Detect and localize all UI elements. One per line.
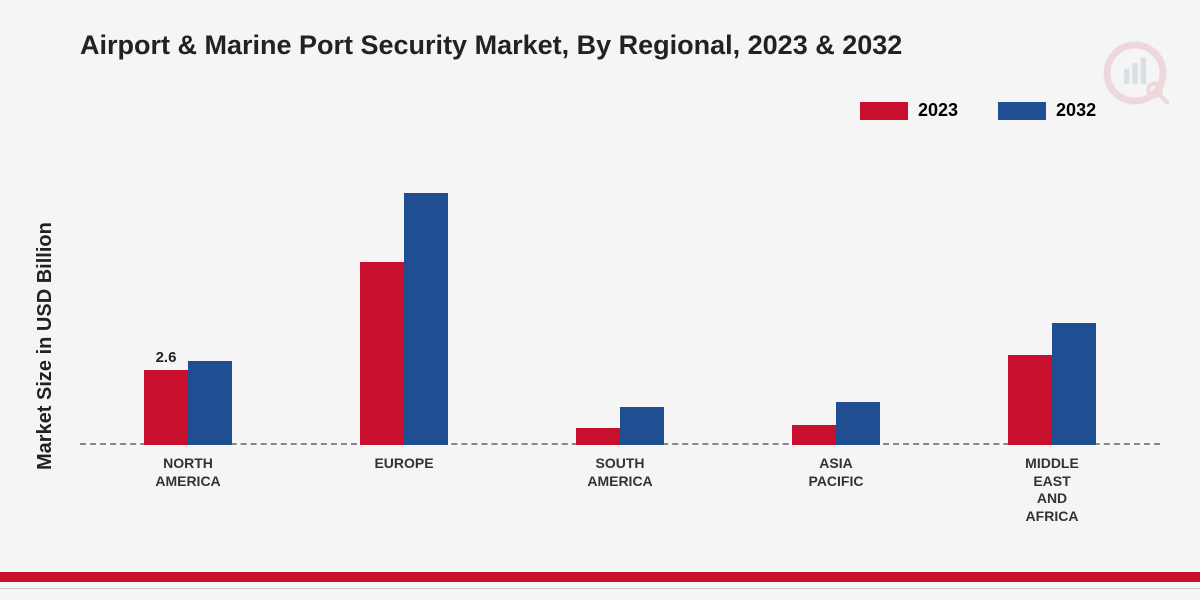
bar bbox=[1052, 323, 1096, 445]
bar-group bbox=[1008, 323, 1096, 445]
x-axis-category-label: MIDDLEEASTANDAFRICA bbox=[982, 455, 1122, 525]
bar bbox=[1008, 355, 1052, 445]
bar bbox=[404, 193, 448, 445]
bar bbox=[792, 425, 836, 445]
bar bbox=[836, 402, 880, 446]
bar bbox=[620, 407, 664, 445]
legend-swatch bbox=[998, 102, 1046, 120]
bar-group bbox=[144, 361, 232, 445]
x-axis-category-label: EUROPE bbox=[334, 455, 474, 473]
bar-value-label: 2.6 bbox=[140, 349, 192, 366]
x-axis-category-label: NORTHAMERICA bbox=[118, 455, 258, 490]
bar bbox=[360, 262, 404, 445]
plot-area: 2.6 bbox=[80, 155, 1160, 445]
legend-swatch bbox=[860, 102, 908, 120]
x-axis-category-label: ASIAPACIFIC bbox=[766, 455, 906, 490]
watermark-logo-icon bbox=[1100, 38, 1170, 113]
bar bbox=[144, 370, 188, 445]
chart-title: Airport & Marine Port Security Market, B… bbox=[80, 30, 902, 61]
legend-item: 2023 bbox=[860, 100, 958, 121]
legend-label: 2023 bbox=[918, 100, 958, 121]
bar-group bbox=[360, 193, 448, 445]
bar bbox=[188, 361, 232, 445]
bar-group bbox=[576, 407, 664, 445]
chart-canvas: Airport & Marine Port Security Market, B… bbox=[0, 0, 1200, 600]
bar-group bbox=[792, 402, 880, 446]
footer-accent-bar bbox=[0, 572, 1200, 582]
footer-divider bbox=[0, 588, 1200, 589]
y-axis-label: Market Size in USD Billion bbox=[34, 222, 57, 470]
bar bbox=[576, 428, 620, 445]
legend-label: 2032 bbox=[1056, 100, 1096, 121]
x-axis-category-label: SOUTHAMERICA bbox=[550, 455, 690, 490]
legend-item: 2032 bbox=[998, 100, 1096, 121]
legend: 2023 2032 bbox=[860, 100, 1096, 121]
